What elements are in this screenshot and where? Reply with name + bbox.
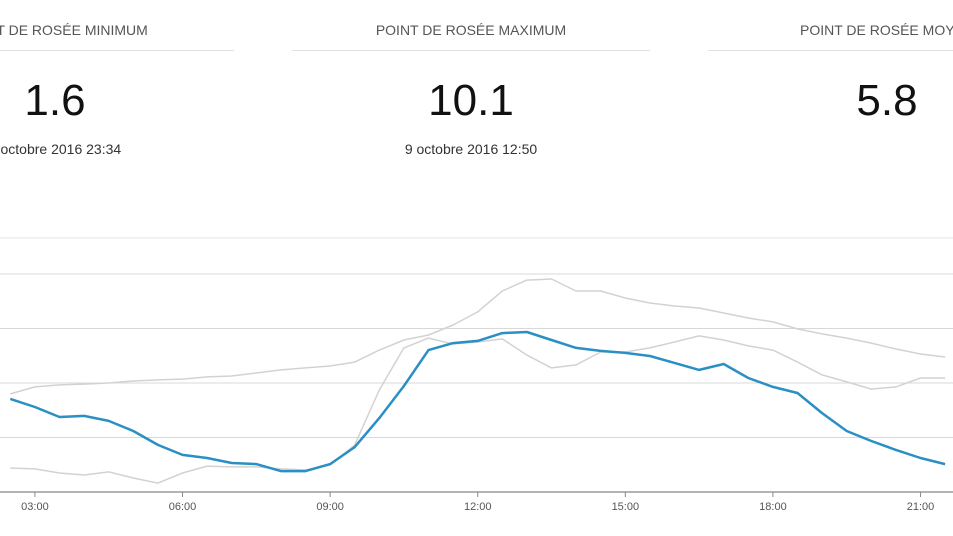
divider [0, 50, 234, 51]
divider [708, 50, 953, 51]
x-tick-label: 03:00 [21, 501, 49, 513]
card-date: 9 octobre 2016 12:50 [404, 141, 538, 157]
card-title: POINT DE ROSÉE MINIMUM [0, 22, 148, 38]
line-series [9, 330, 946, 473]
card-value: 1.6 [24, 76, 86, 125]
card-title: POINT DE ROSÉE MOYEN [800, 22, 953, 38]
card-title: POINT DE ROSÉE MAXIMUM [375, 22, 567, 38]
line-series [10, 278, 946, 395]
line-series [10, 335, 946, 484]
x-tick-label: 12:00 [464, 501, 492, 513]
card-value: 10.1 [428, 76, 514, 125]
x-tick-label: 09:00 [316, 501, 344, 513]
x-tick-label: 21:00 [907, 501, 935, 513]
stat-card: POINT DE ROSÉE MINIMUM 1.6 9 octobre 201… [0, 0, 249, 170]
card-value: 5.8 [856, 76, 918, 125]
x-tick-label: 18:00 [759, 501, 787, 513]
stat-card: POINT DE ROSÉE MOYEN 5.8 [693, 0, 953, 170]
x-tick-label: 15:00 [612, 501, 640, 513]
divider [292, 50, 650, 51]
stat-card: POINT DE ROSÉE MAXIMUM 10.1 9 octobre 20… [277, 0, 665, 170]
card-date: 9 octobre 2016 23:34 [0, 141, 122, 157]
x-tick-label: 06:00 [169, 501, 197, 513]
